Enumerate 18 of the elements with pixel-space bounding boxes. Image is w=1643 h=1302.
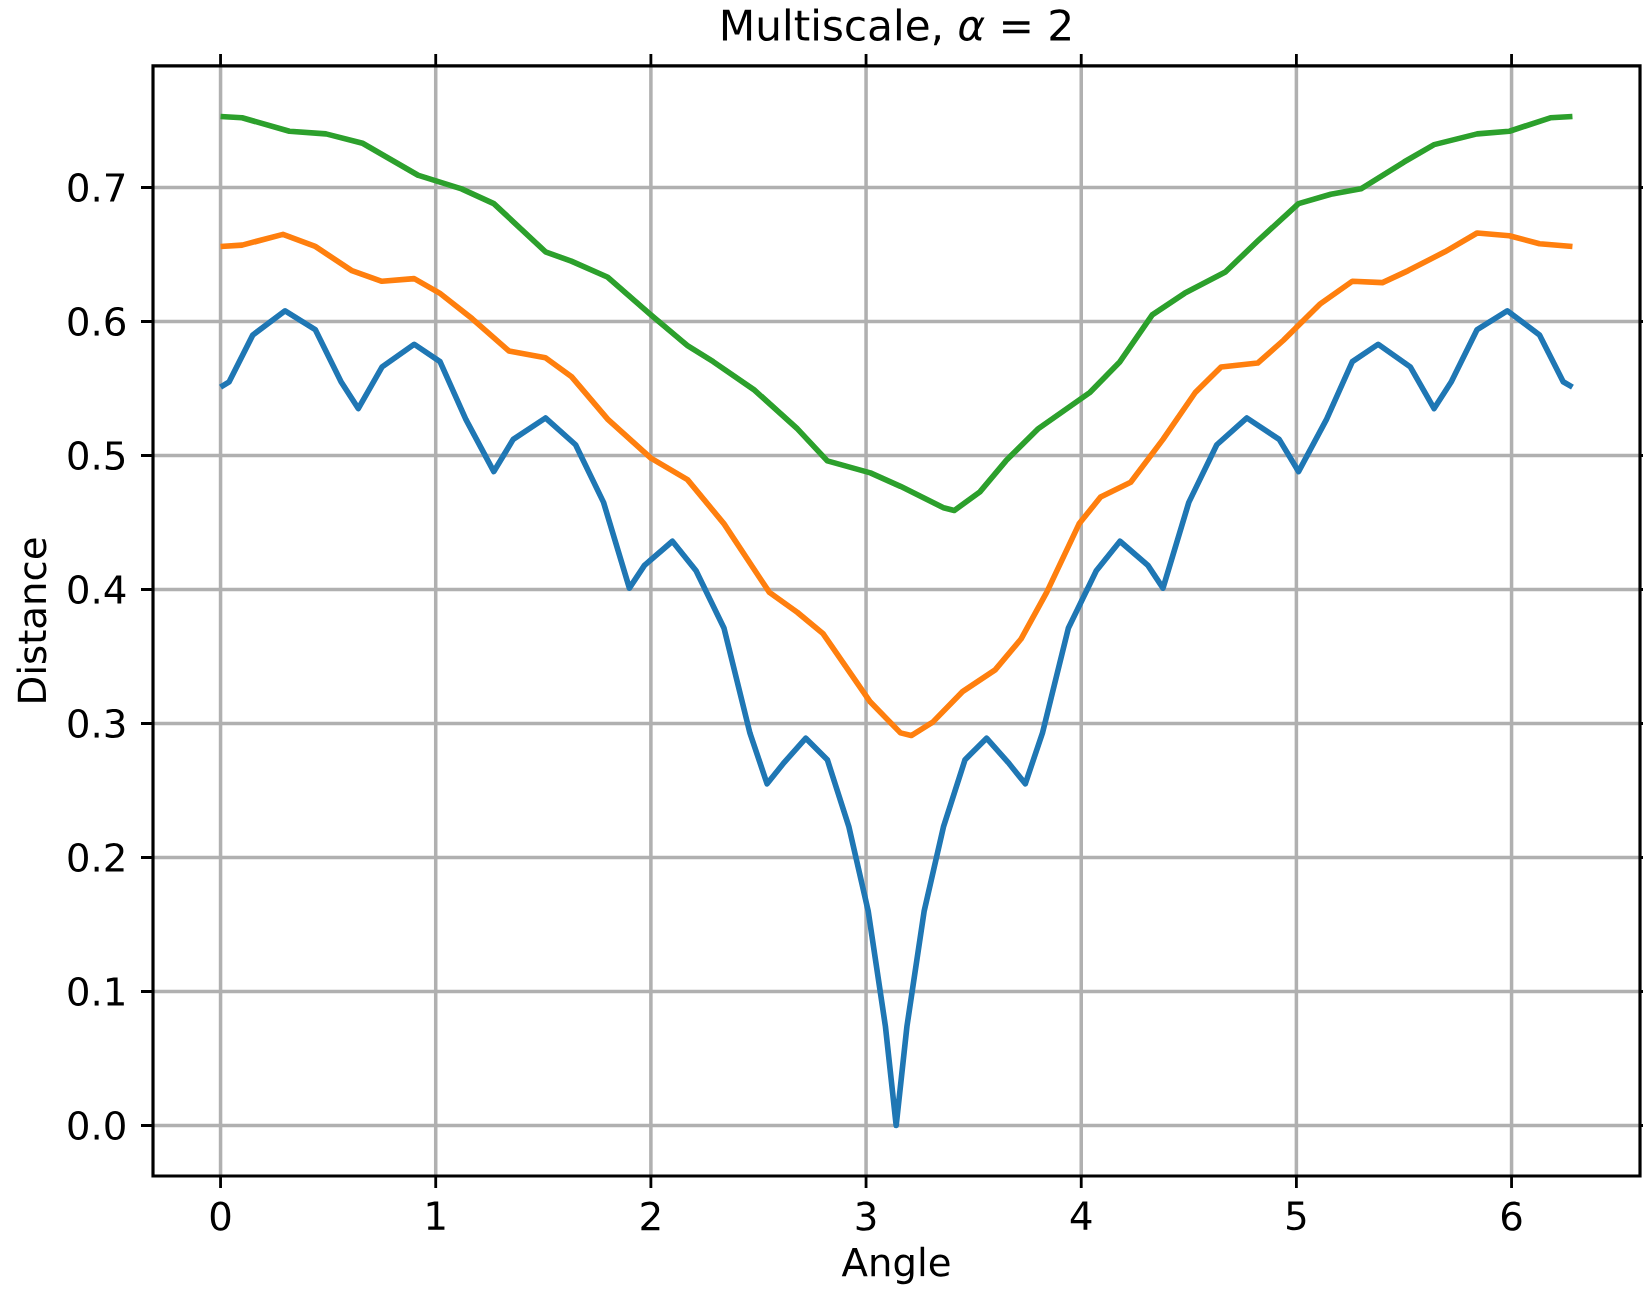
x-tick-label: 5: [1287, 1201, 1306, 1231]
x-tick-label: 3: [856, 1201, 876, 1231]
y-tick-label: 0.4: [68, 574, 126, 605]
x-axis-title: Angle: [841, 1246, 950, 1285]
x-tick-label: 1: [427, 1201, 445, 1230]
y-tick-label: 0.0: [68, 1110, 125, 1141]
x-tick-label: 2: [641, 1201, 660, 1231]
y-axis-title: Distance: [16, 538, 47, 702]
x-tick-label: 6: [1501, 1201, 1522, 1231]
x-tick-label: 4: [1070, 1201, 1092, 1230]
y-tick-label: 0.5: [68, 440, 125, 471]
x-tick-label: 0: [210, 1201, 231, 1231]
y-tick-label: 0.7: [68, 172, 125, 203]
y-tick-label: 0.3: [68, 708, 125, 739]
y-tick-label: 0.2: [68, 842, 124, 873]
chart-title: Multiscale, α = 2: [722, 8, 1070, 46]
y-tick-label: 0.6: [68, 306, 125, 337]
y-tick-label: 0.1: [68, 976, 124, 1007]
